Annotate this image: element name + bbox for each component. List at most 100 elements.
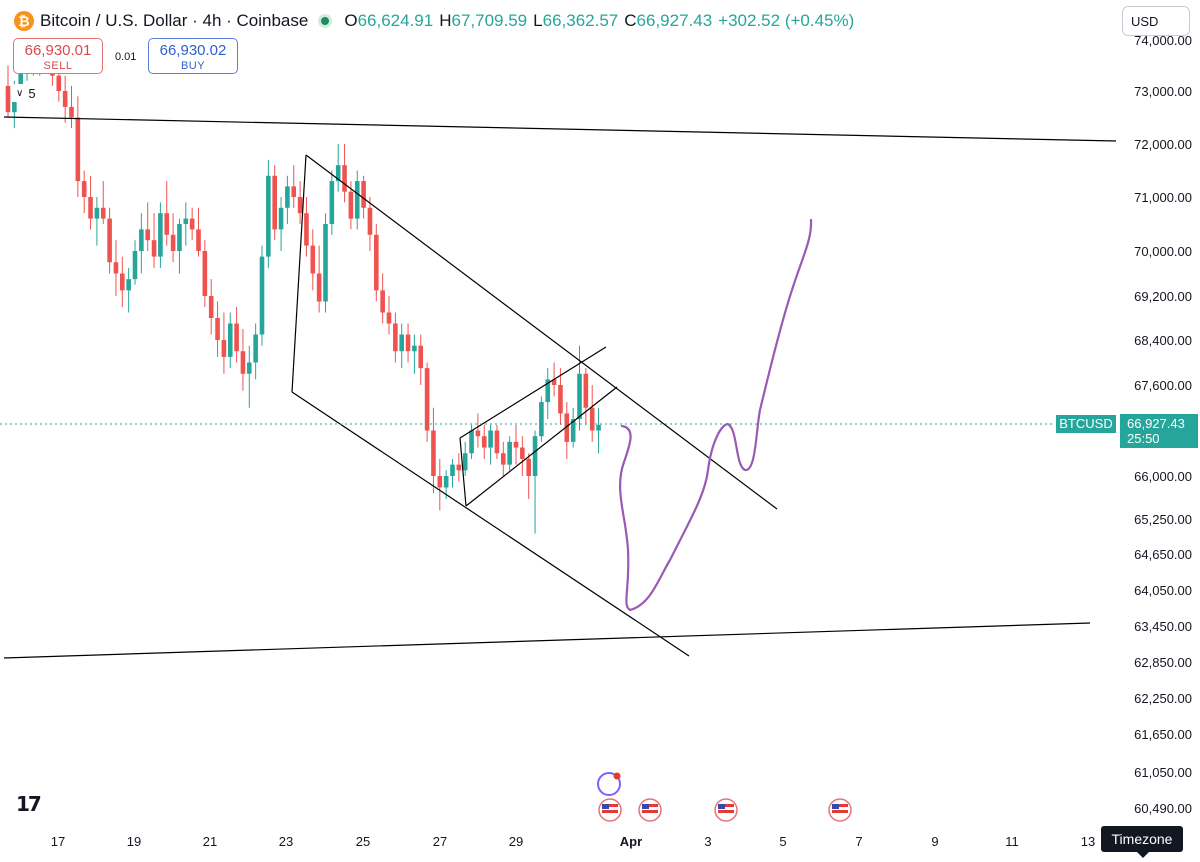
candle-body[interactable] — [56, 75, 62, 91]
tradingview-logo[interactable]: 17 — [16, 792, 42, 816]
candle-body[interactable] — [475, 430, 481, 437]
candle-body[interactable] — [507, 441, 512, 465]
candle-body[interactable] — [532, 436, 538, 476]
candle-body[interactable] — [164, 213, 170, 235]
candle-body[interactable] — [75, 117, 81, 182]
candle-body[interactable] — [437, 476, 443, 488]
candle-body[interactable] — [234, 323, 239, 352]
candle-body[interactable] — [196, 229, 201, 251]
candle-body[interactable] — [202, 251, 208, 296]
candle-body[interactable] — [253, 334, 258, 363]
candle-body[interactable] — [361, 181, 366, 208]
candle-body[interactable] — [215, 318, 220, 340]
candle-body[interactable] — [120, 273, 125, 291]
candle-body[interactable] — [564, 413, 570, 442]
candle-body[interactable] — [259, 256, 265, 335]
candle-body[interactable] — [354, 181, 360, 219]
candle-body[interactable] — [558, 385, 563, 414]
candle-body[interactable] — [304, 213, 309, 246]
sell-button[interactable]: 66,930.01 SELL — [13, 38, 103, 74]
candle-body[interactable] — [81, 181, 87, 197]
candle-body[interactable] — [310, 245, 316, 274]
candle-body[interactable] — [450, 464, 455, 476]
candle-body[interactable] — [494, 430, 500, 454]
candle-body[interactable] — [501, 453, 506, 465]
candle-body[interactable] — [386, 312, 392, 324]
candle-body[interactable] — [583, 373, 589, 408]
candle-body[interactable] — [240, 351, 246, 374]
candle-body[interactable] — [393, 323, 398, 352]
candle-body[interactable] — [405, 334, 411, 352]
candle-body[interactable] — [278, 207, 284, 230]
candle-body[interactable] — [107, 218, 112, 263]
candle-body[interactable] — [94, 207, 100, 219]
candle-body[interactable] — [412, 345, 417, 352]
candle-body[interactable] — [183, 218, 189, 224]
candle-body[interactable] — [221, 340, 227, 357]
candle-body[interactable] — [456, 464, 462, 471]
candle-body[interactable] — [481, 436, 487, 448]
candle-body[interactable] — [596, 424, 601, 431]
candle-body[interactable] — [62, 91, 68, 107]
candle-body[interactable] — [323, 224, 328, 302]
market-status-icon[interactable] — [318, 14, 333, 28]
candle-body[interactable] — [126, 279, 131, 291]
candle-body[interactable] — [12, 96, 17, 113]
candle-body[interactable] — [545, 379, 551, 403]
candle-body[interactable] — [329, 181, 335, 224]
buy-button[interactable]: 66,930.02 BUY — [148, 38, 238, 74]
chevron-down-icon[interactable]: ∨ — [16, 87, 24, 99]
symbol-header[interactable]: ₿ Bitcoin / U.S. Dollar · 4h · Coinbase … — [14, 10, 854, 32]
candle-body[interactable] — [418, 345, 424, 369]
candle-body[interactable] — [170, 234, 176, 251]
quantity-control[interactable]: ∨ 5 — [12, 84, 40, 102]
candle-body[interactable] — [227, 323, 233, 357]
currency-select[interactable]: USD — [1122, 6, 1190, 36]
candle-body[interactable] — [113, 262, 119, 274]
candle-body[interactable] — [100, 207, 106, 219]
candle-body[interactable] — [69, 106, 74, 118]
candle-body[interactable] — [208, 296, 214, 318]
candle-body[interactable] — [462, 453, 468, 471]
candle-body[interactable] — [266, 175, 271, 257]
symbol-title[interactable]: Bitcoin / U.S. Dollar · 4h · Coinbase — [40, 11, 309, 30]
candle-body[interactable] — [316, 273, 322, 302]
candle-body[interactable] — [443, 476, 449, 488]
candle-body[interactable] — [431, 430, 436, 477]
candle-body[interactable] — [513, 441, 519, 448]
candle-body[interactable] — [18, 65, 23, 97]
candle-body[interactable] — [335, 165, 341, 182]
candle-body[interactable] — [132, 251, 138, 280]
candle-body[interactable] — [424, 368, 430, 431]
candle-body[interactable] — [367, 207, 373, 235]
candle-body[interactable] — [145, 229, 150, 241]
candle-body[interactable] — [526, 458, 531, 476]
candle-body[interactable] — [285, 186, 290, 208]
candle-body[interactable] — [151, 240, 157, 257]
candle-body[interactable] — [189, 218, 195, 230]
candle-body[interactable] — [5, 85, 11, 113]
candle-body[interactable] — [177, 224, 182, 251]
candle-body[interactable] — [469, 430, 474, 454]
candle-body[interactable] — [348, 191, 354, 219]
candle-body[interactable] — [297, 197, 303, 214]
candle-body[interactable] — [158, 213, 163, 257]
candle-body[interactable] — [570, 419, 576, 442]
candle-body[interactable] — [520, 447, 525, 459]
timezone-button[interactable]: Timezone — [1101, 826, 1183, 858]
candle-body[interactable] — [380, 290, 385, 313]
candle-body[interactable] — [399, 334, 404, 352]
candle-body[interactable] — [139, 229, 144, 251]
candle-body[interactable] — [374, 234, 379, 291]
candle-body[interactable] — [342, 165, 347, 192]
candle-body[interactable] — [488, 430, 493, 448]
candle-body[interactable] — [291, 186, 297, 197]
candle-body[interactable] — [272, 175, 277, 230]
candle-body[interactable] — [539, 402, 544, 437]
candle-body[interactable] — [88, 197, 93, 219]
candle-body[interactable] — [247, 362, 252, 374]
candle-body[interactable] — [551, 379, 557, 385]
candle-body[interactable] — [589, 407, 595, 431]
candle-body[interactable] — [577, 373, 582, 420]
